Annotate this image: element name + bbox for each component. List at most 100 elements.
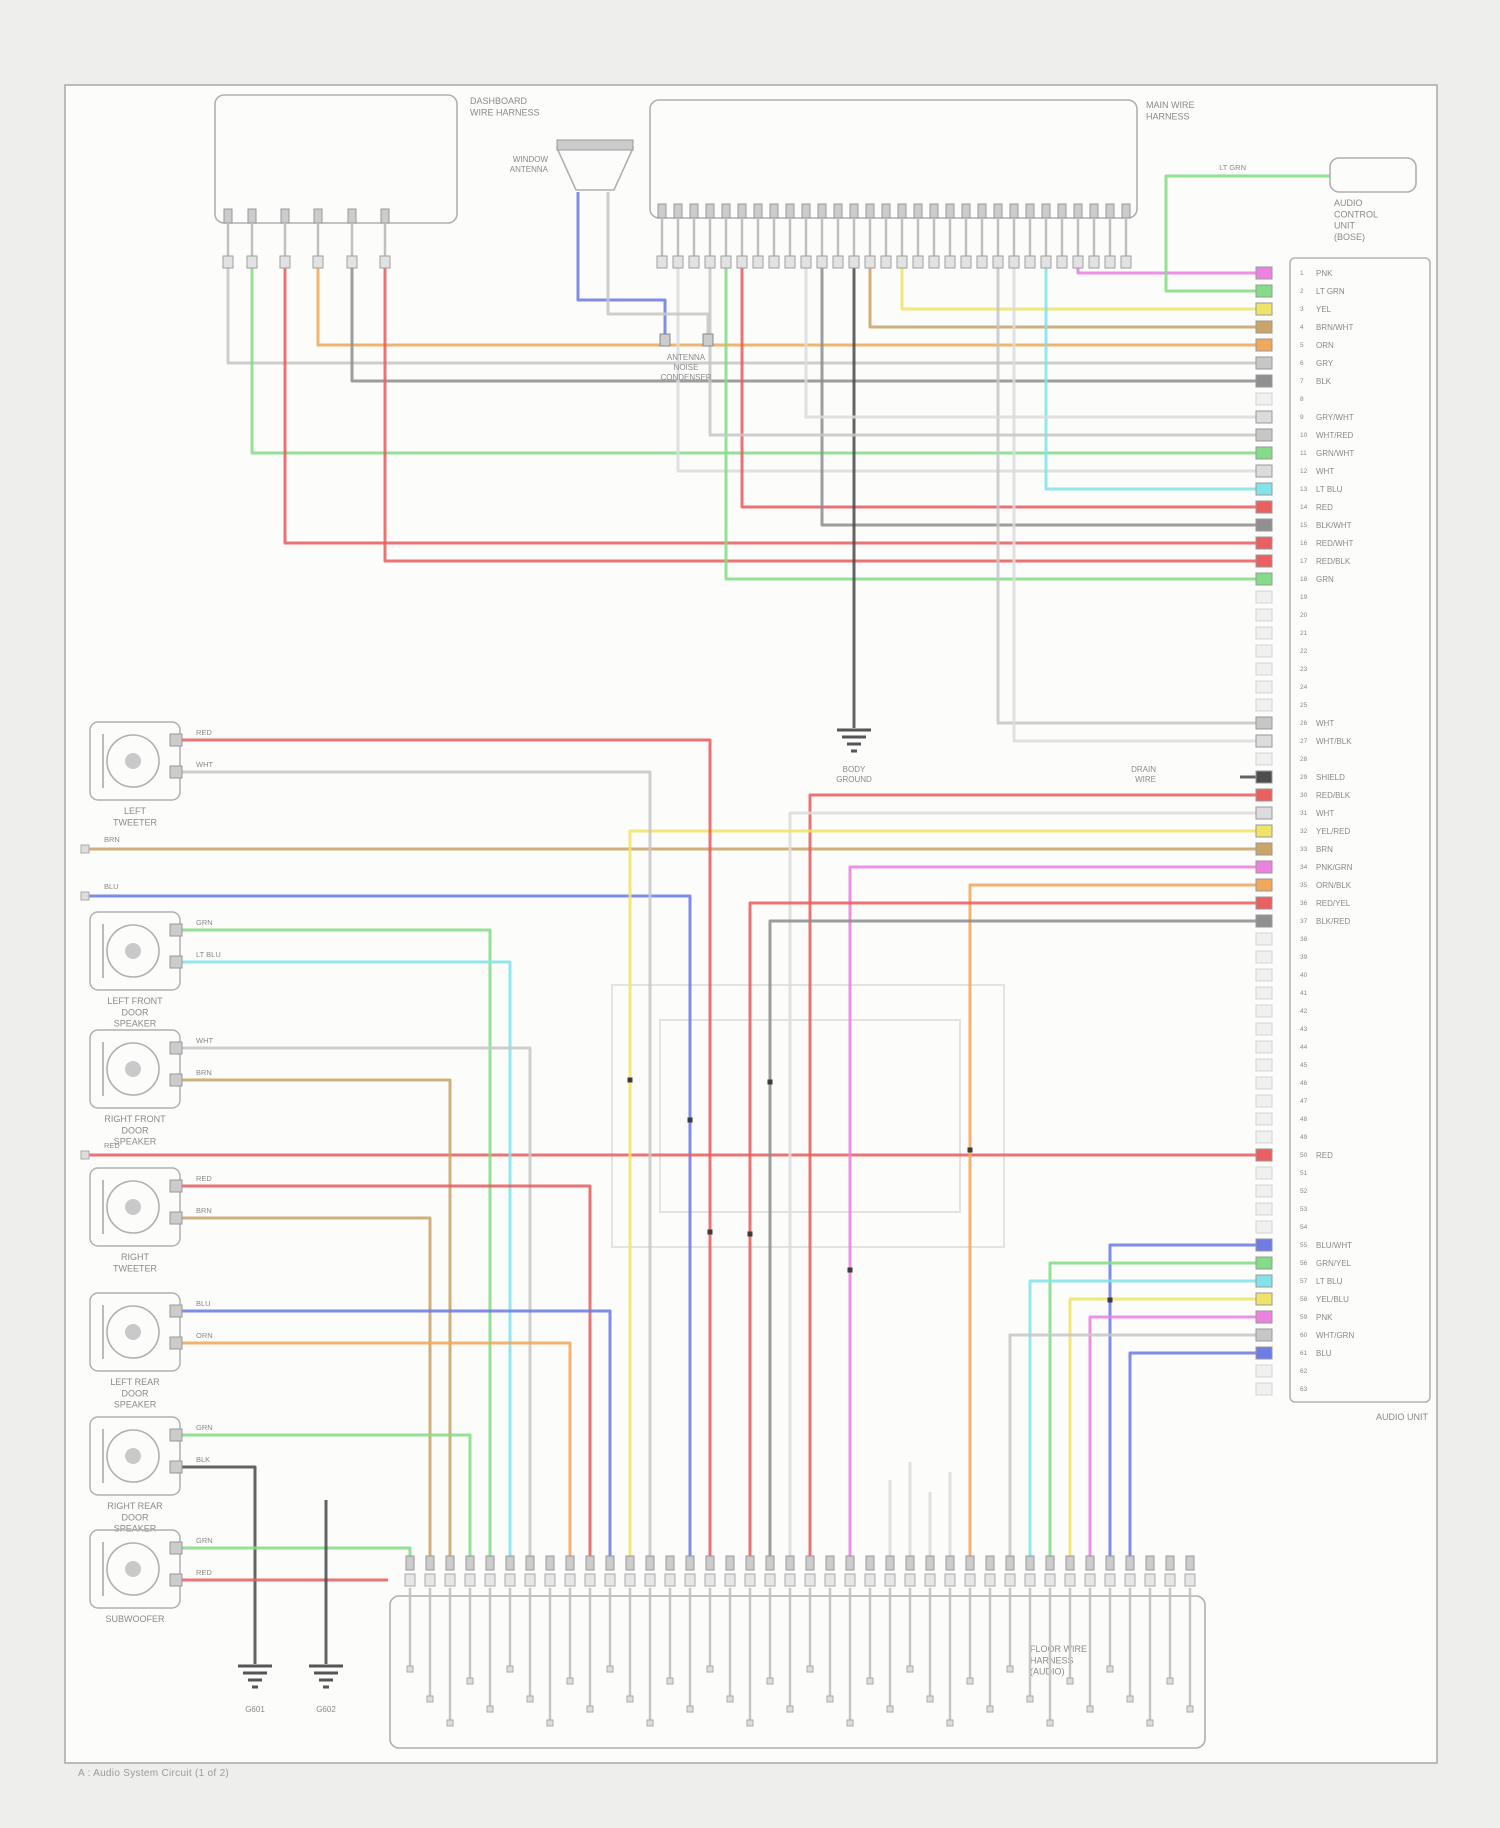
joint-connector bbox=[404, 1573, 416, 1587]
pin-code: GRY bbox=[1316, 359, 1334, 368]
wire-code: GRN bbox=[196, 1536, 213, 1545]
joint-connector bbox=[800, 255, 812, 269]
pin bbox=[223, 208, 233, 224]
speaker-cone-icon bbox=[106, 1542, 160, 1596]
pin-code: WHT bbox=[1316, 809, 1334, 818]
pin-row bbox=[1255, 1004, 1273, 1018]
condenser-pin bbox=[659, 333, 671, 347]
pin bbox=[753, 203, 763, 219]
joint-connector bbox=[656, 255, 668, 269]
pin-number: 1 bbox=[1300, 270, 1304, 277]
pin bbox=[785, 1555, 795, 1571]
pin bbox=[425, 1555, 435, 1571]
annotation: G602 bbox=[316, 1705, 336, 1714]
pin-row bbox=[1255, 1166, 1273, 1180]
pin-number: 6 bbox=[1300, 360, 1304, 367]
left-front-door-speaker bbox=[89, 911, 181, 991]
pin-row bbox=[1255, 1094, 1273, 1108]
pin bbox=[801, 203, 811, 219]
wire-ltgrn bbox=[182, 1546, 412, 1556]
pin bbox=[1065, 1555, 1075, 1571]
stub-end bbox=[1066, 1677, 1074, 1685]
joint-connector bbox=[864, 1573, 876, 1587]
annotation: BRN bbox=[104, 835, 120, 844]
pin bbox=[625, 1555, 635, 1571]
pin-number: 28 bbox=[1300, 756, 1308, 763]
joint-connector bbox=[1164, 1573, 1176, 1587]
pin bbox=[913, 203, 923, 219]
pin-code: ORN/BLK bbox=[1316, 881, 1352, 890]
joint-connector bbox=[644, 1573, 656, 1587]
pin-row bbox=[1255, 662, 1273, 676]
pin-number: 7 bbox=[1300, 378, 1304, 385]
pin bbox=[849, 203, 859, 219]
joint-connector bbox=[346, 255, 358, 269]
pin-number: 14 bbox=[1300, 504, 1308, 511]
wire-tap bbox=[80, 891, 90, 901]
footer-note: A : Audio System Circuit (1 of 2) bbox=[78, 1768, 230, 1779]
wire-orn bbox=[182, 1341, 572, 1556]
annotation: BODY GROUND bbox=[836, 765, 872, 784]
pin bbox=[865, 1555, 875, 1571]
pin-number: 41 bbox=[1300, 990, 1308, 997]
pin-number: 56 bbox=[1300, 1260, 1308, 1267]
wire-code: BLU bbox=[196, 1299, 211, 1308]
pin-row bbox=[1255, 806, 1273, 820]
audio-control-unit bbox=[1329, 157, 1417, 193]
pin-number: 61 bbox=[1300, 1350, 1308, 1357]
pin-code: GRY/WHT bbox=[1316, 413, 1354, 422]
joint-connector bbox=[832, 255, 844, 269]
audio-control-unit-label: AUDIO CONTROL UNIT (BOSE) bbox=[1334, 198, 1378, 242]
pin-row bbox=[1255, 266, 1273, 280]
wire-red bbox=[740, 266, 1258, 509]
stub-end bbox=[486, 1705, 494, 1713]
right-rear-door-speaker bbox=[89, 1416, 181, 1496]
wire-gry bbox=[182, 1046, 532, 1556]
right-tweeter bbox=[89, 1167, 181, 1247]
pin bbox=[525, 1555, 535, 1571]
pin-number: 15 bbox=[1300, 522, 1308, 529]
pin-row bbox=[1255, 950, 1273, 964]
pin-row bbox=[1255, 392, 1273, 406]
pin-code: WHT/RED bbox=[1316, 431, 1354, 440]
pin bbox=[961, 203, 971, 219]
joint-connector bbox=[976, 255, 988, 269]
wire-mag bbox=[848, 865, 1258, 1556]
pin-code: WHT bbox=[1316, 719, 1334, 728]
pin-number: 63 bbox=[1300, 1386, 1308, 1393]
stub-end bbox=[1006, 1665, 1014, 1673]
joint-connector bbox=[484, 1573, 496, 1587]
pin bbox=[605, 1555, 615, 1571]
pin-code: YEL/RED bbox=[1316, 827, 1350, 836]
wire-ltgry bbox=[1012, 266, 1258, 743]
pin-row bbox=[1255, 860, 1273, 874]
joint-connector bbox=[1056, 255, 1068, 269]
pin-number: 46 bbox=[1300, 1080, 1308, 1087]
pin bbox=[585, 1555, 595, 1571]
speaker-cone-icon bbox=[106, 1305, 160, 1359]
right-rear-door-speaker-label: RIGHT REAR DOOR SPEAKER bbox=[107, 1501, 163, 1534]
pin-number: 54 bbox=[1300, 1224, 1308, 1231]
condenser-pin bbox=[702, 333, 714, 347]
speaker-pin bbox=[169, 765, 183, 779]
wire-tan bbox=[182, 1078, 452, 1556]
pin-row bbox=[1255, 698, 1273, 712]
wire-orn bbox=[968, 883, 1258, 1556]
pin-number: 11 bbox=[1300, 450, 1307, 457]
pin-row bbox=[1255, 482, 1273, 496]
wire-red bbox=[182, 738, 712, 1556]
joint-connector bbox=[379, 255, 391, 269]
wire-tap bbox=[80, 844, 90, 854]
pin bbox=[665, 1555, 675, 1571]
joint-connector bbox=[896, 255, 908, 269]
pin-number: 42 bbox=[1300, 1008, 1308, 1015]
pin-row bbox=[1255, 1238, 1273, 1252]
stub-end bbox=[926, 1695, 934, 1703]
pin bbox=[725, 1555, 735, 1571]
wire-code: RED bbox=[196, 1174, 212, 1183]
pin-number: 13 bbox=[1300, 486, 1308, 493]
pin-row bbox=[1255, 1076, 1273, 1090]
stub-end bbox=[866, 1677, 874, 1685]
pin-number: 5 bbox=[1300, 342, 1304, 349]
pin bbox=[737, 203, 747, 219]
